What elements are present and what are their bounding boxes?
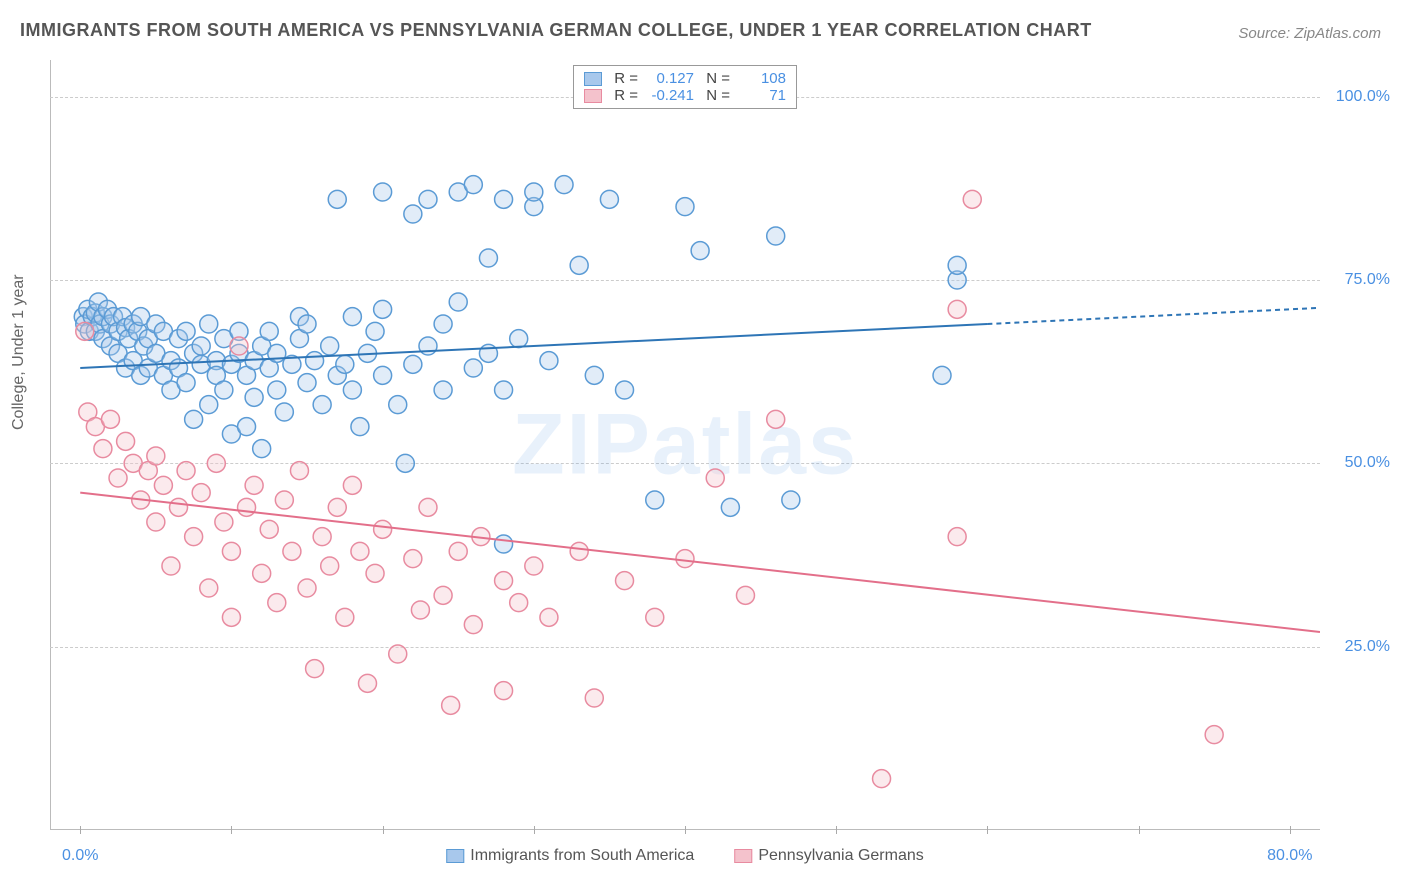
legend-n-label-1: N = <box>700 70 730 87</box>
trend-line-extrapolated <box>987 308 1320 324</box>
series-legend: Immigrants from South America Pennsylvan… <box>446 847 924 865</box>
correlation-legend: R = 0.127 N = 108 R = -0.241 N = 71 <box>573 65 797 109</box>
legend-r-value-1: 0.127 <box>644 70 694 87</box>
x-tick-label: 0.0% <box>62 847 98 865</box>
legend-item-1-label: Immigrants from South America <box>470 847 694 864</box>
legend-item-1: Immigrants from South America <box>446 847 694 865</box>
legend-bottom-swatch-blue <box>446 849 464 863</box>
x-tick-label: 80.0% <box>1267 847 1312 865</box>
legend-swatch-blue <box>584 72 602 86</box>
legend-swatch-pink <box>584 89 602 103</box>
chart-title: IMMIGRANTS FROM SOUTH AMERICA VS PENNSYL… <box>20 20 1092 41</box>
legend-n-value-2: 71 <box>736 87 786 104</box>
legend-row-2: R = -0.241 N = 71 <box>584 87 786 104</box>
legend-row-1: R = 0.127 N = 108 <box>584 70 786 87</box>
source-label: Source: ZipAtlas.com <box>1238 25 1381 42</box>
legend-r-value-2: -0.241 <box>644 87 694 104</box>
legend-n-value-1: 108 <box>736 70 786 87</box>
legend-n-label-2: N = <box>700 87 730 104</box>
y-tick-label: 75.0% <box>1345 271 1390 289</box>
legend-item-2-label: Pennsylvania Germans <box>758 847 923 864</box>
legend-r-label-1: R = <box>608 70 638 87</box>
legend-bottom-swatch-pink <box>734 849 752 863</box>
y-tick-label: 25.0% <box>1345 638 1390 656</box>
legend-r-label-2: R = <box>608 87 638 104</box>
plot-area: ZIPatlas R = 0.127 N = 108 R = -0.241 N … <box>50 60 1320 830</box>
trend-line <box>80 324 987 368</box>
y-tick-label: 50.0% <box>1345 454 1390 472</box>
y-axis-label: College, Under 1 year <box>10 274 28 430</box>
y-tick-label: 100.0% <box>1336 88 1390 106</box>
legend-item-2: Pennsylvania Germans <box>734 847 923 865</box>
trend-lines <box>50 60 1320 830</box>
source-text: ZipAtlas.com <box>1294 25 1381 42</box>
trend-line <box>80 493 1320 632</box>
